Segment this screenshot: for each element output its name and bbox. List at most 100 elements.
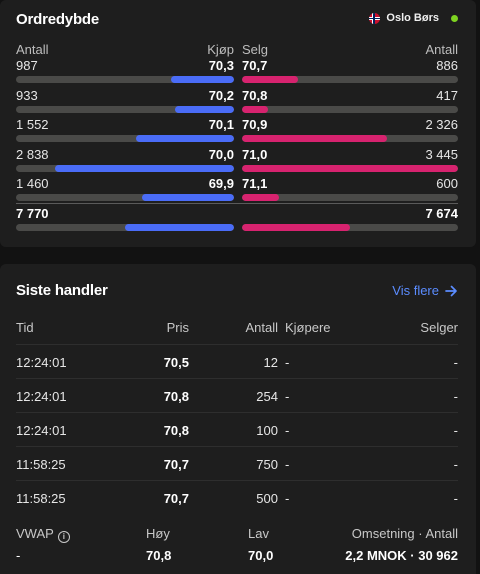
bid-total: 7 770	[16, 206, 49, 221]
low-value: 70,0	[248, 548, 274, 563]
trade-row: 12:24:01 70,5 12- -	[16, 344, 458, 378]
ask-total-bar	[242, 224, 458, 231]
bid-qty: 987	[16, 58, 38, 73]
trade-seller: -	[453, 423, 458, 438]
info-icon[interactable]: i	[57, 531, 70, 543]
depth-row: 987 70,3 70,7 886	[16, 58, 458, 86]
bid-qty: 1 460	[16, 176, 49, 191]
ask-volume-bar	[242, 135, 458, 142]
trade-price: 70,5	[163, 355, 189, 370]
ask-volume-bar-fill	[242, 76, 299, 83]
bid-total-bar-fill	[125, 224, 234, 231]
exchange-name: Oslo Børs	[386, 12, 439, 24]
vwap-label-text: VWAP	[16, 526, 54, 541]
low-label: Lav	[248, 526, 269, 541]
trade-buyer: -	[285, 423, 290, 438]
arrow-right-icon	[445, 285, 457, 296]
trade-seller: -	[453, 389, 458, 404]
ask-total: 7 674	[425, 206, 458, 221]
bid-volume-bar-fill	[170, 76, 234, 83]
trade-row: 11:58:25 70,7 500- -	[16, 480, 458, 514]
high-value: 70,8	[146, 548, 172, 563]
ask-price: 71,0	[242, 146, 268, 162]
bid-price: 69,9	[208, 176, 234, 191]
bid-total-bar	[16, 224, 234, 231]
trade-buyer: -	[285, 457, 290, 472]
bid-volume-bar	[16, 164, 234, 172]
bid-volume-bar-fill	[135, 135, 234, 142]
show-more-label: Vis flere	[392, 283, 439, 298]
turnover-value: 2,2 MNOK · 30 962	[345, 548, 458, 563]
exchange-indicator: Oslo Børs	[369, 12, 458, 24]
bid-qty-header: Antall	[16, 42, 49, 57]
ask-qty: 417	[436, 87, 458, 103]
ask-volume-bar	[242, 164, 458, 172]
trade-buyer: -	[285, 491, 290, 506]
bid-price: 70,3	[208, 58, 234, 73]
trade-qty: 12	[263, 355, 278, 370]
trade-price: 70,8	[163, 389, 189, 404]
bid-price: 70,1	[208, 117, 234, 132]
ask-qty: 2 326	[425, 117, 458, 132]
trade-row: 12:24:01 70,8 254- -	[16, 378, 458, 412]
trade-row: 11:58:25 70,7 750- -	[16, 446, 458, 480]
ask-volume-bar-fill	[242, 194, 279, 201]
depth-row: 2 838 70,0 71,0 3 445	[16, 147, 458, 175]
ask-price: 70,7	[242, 58, 268, 73]
ask-qty: 3 445	[425, 146, 458, 162]
trade-seller: -	[453, 355, 458, 370]
trade-price: 70,7	[163, 491, 189, 506]
bid-volume-bar-fill	[175, 105, 234, 113]
trade-buyer: -	[285, 355, 290, 370]
vwap-value: -	[16, 548, 21, 563]
ask-volume-bar	[242, 194, 458, 201]
trade-qty: 100	[256, 423, 278, 438]
norway-flag-icon	[369, 12, 381, 24]
bid-volume-bar	[16, 105, 234, 113]
depth-row: 933 70,2 70,8 417	[16, 88, 458, 116]
price-column-header: Pris	[166, 320, 189, 335]
order-depth-panel: Ordredybde Oslo Børs Antall Kjøp Selg An…	[0, 0, 476, 247]
trade-qty: 500	[256, 491, 278, 506]
bid-qty: 2 838	[16, 146, 49, 162]
trade-time: 12:24:01	[16, 389, 67, 404]
trade-qty: 750	[256, 457, 278, 472]
ask-volume-bar-fill	[242, 164, 458, 172]
trade-price: 70,7	[163, 457, 189, 472]
time-column-header: Tid	[16, 320, 34, 335]
bid-volume-bar	[16, 76, 234, 83]
trade-time: 12:24:01	[16, 423, 67, 438]
trade-buyer: -	[285, 389, 290, 404]
ask-price: 70,9	[242, 117, 268, 132]
depth-total-row: 7 770 7 674	[16, 206, 458, 234]
latest-trades-panel: Siste handler Vis flere Tid Pris Antall …	[0, 264, 476, 574]
ask-volume-bar	[242, 105, 458, 113]
ask-header: Selg	[242, 42, 269, 57]
ask-qty: 886	[436, 58, 458, 73]
total-divider	[16, 203, 458, 204]
show-more-link[interactable]: Vis flere	[392, 283, 458, 298]
ask-volume-bar-fill	[242, 135, 387, 142]
vwap-label: VWAP i	[16, 526, 70, 543]
depth-row: 1 460 69,9 71,1 600	[16, 176, 458, 204]
buyer-column-header: Kjøpere	[285, 320, 331, 335]
ask-price: 70,8	[242, 87, 268, 103]
trade-price: 70,8	[163, 423, 189, 438]
bid-volume-bar-fill	[55, 164, 234, 172]
qty-column-header: Antall	[245, 320, 278, 335]
trade-seller: -	[453, 457, 458, 472]
order-depth-title: Ordredybde	[16, 11, 100, 28]
bid-qty: 1 552	[16, 117, 49, 132]
trade-time: 11:58:25	[16, 457, 66, 472]
trade-seller: -	[453, 491, 458, 506]
bid-price: 70,0	[208, 146, 234, 162]
bid-qty: 933	[16, 87, 38, 103]
ask-qty: 600	[436, 176, 458, 191]
bid-volume-bar-fill	[142, 194, 234, 201]
ask-qty-header: Antall	[425, 42, 458, 57]
live-status-icon	[451, 14, 458, 22]
trade-time: 11:58:25	[16, 491, 66, 506]
ask-volume-bar-fill	[242, 105, 268, 113]
ask-total-bar-fill	[242, 224, 350, 231]
bid-volume-bar	[16, 194, 234, 201]
